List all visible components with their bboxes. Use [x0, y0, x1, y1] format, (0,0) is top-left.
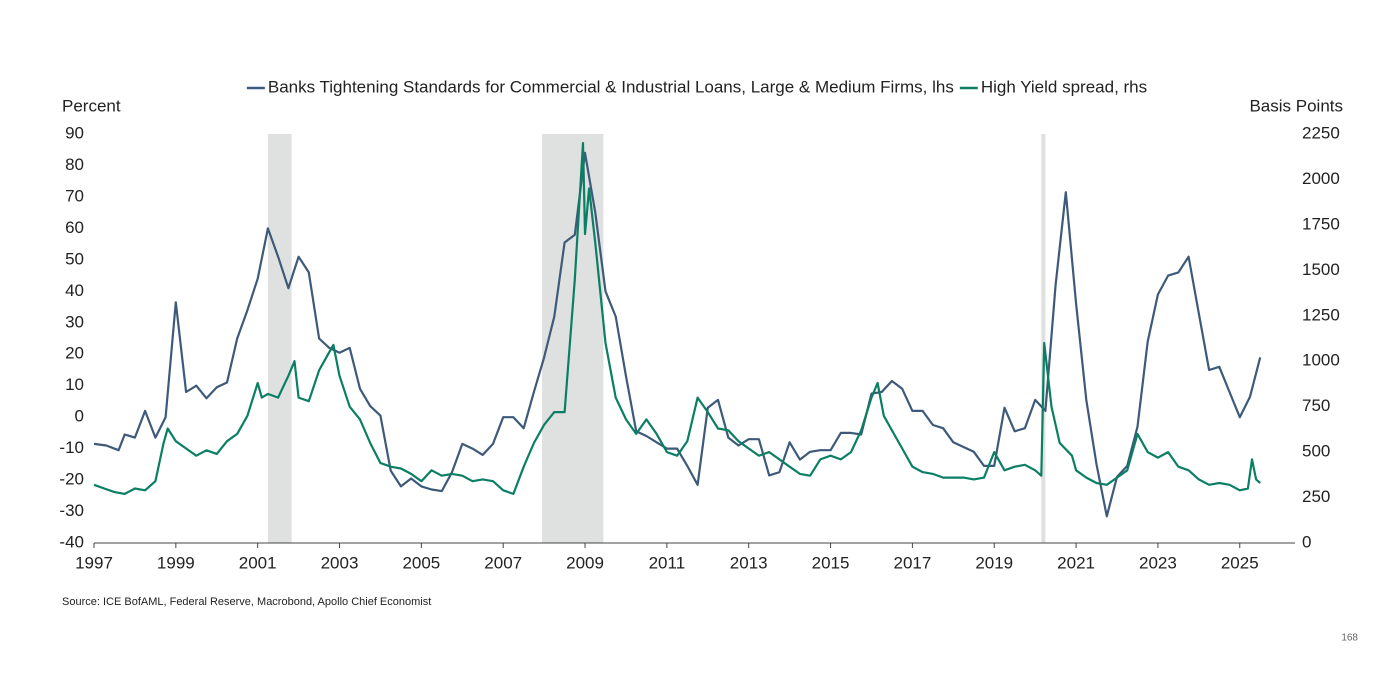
y-tick-label: 0 [75, 407, 84, 426]
x-tick-label: 2009 [566, 553, 604, 572]
x-tick-label: 1997 [75, 553, 113, 572]
y2-tick-label: 750 [1302, 396, 1330, 415]
y2-tick-label: 2250 [1302, 123, 1340, 142]
y-tick-label: 40 [65, 281, 84, 300]
x-tick-label: 2003 [321, 553, 359, 572]
legend-label: High Yield spread, rhs [981, 77, 1147, 96]
y-tick-label: 50 [65, 249, 84, 268]
y-tick-label: 60 [65, 218, 84, 237]
x-tick-label: 2025 [1221, 553, 1259, 572]
y-tick-label: 20 [65, 344, 84, 363]
series-line [93, 142, 1261, 495]
x-tick-label: 2011 [649, 553, 686, 572]
recession-band [542, 134, 604, 543]
y-tick-label: 70 [65, 186, 84, 205]
page-number: 168 [1341, 633, 1358, 644]
x-tick-label: 2019 [975, 553, 1013, 572]
x-tick-label: 2015 [812, 553, 850, 572]
y2-tick-label: 1250 [1302, 305, 1340, 324]
source: Source: ICE BofAML, Federal Reserve, Mac… [62, 596, 431, 608]
x-tick-label: 2017 [893, 553, 931, 572]
y2-tick-label: 250 [1302, 487, 1330, 506]
recession-band [267, 134, 292, 543]
recession-band [1041, 134, 1046, 543]
x-tick-label: 2013 [730, 553, 768, 572]
y-tick-label: -10 [59, 438, 84, 457]
x-tick-label: 2001 [239, 553, 277, 572]
y-tick-label: 30 [65, 312, 84, 331]
y-tick-label: 10 [65, 375, 84, 394]
x-tick-label: 2007 [484, 553, 522, 572]
y-axis-title: Percent [62, 96, 121, 115]
y-tick-label: -30 [59, 501, 84, 520]
y2-tick-label: 1000 [1302, 351, 1340, 370]
y-tick-label: 90 [65, 123, 84, 142]
x-tick-label: 2023 [1139, 553, 1177, 572]
y-tick-label: -20 [59, 470, 84, 489]
legend: Banks Tightening Standards for Commercia… [246, 77, 1147, 96]
x-tick-label: 1999 [157, 553, 195, 572]
y2-tick-label: 0 [1302, 532, 1311, 551]
x-tick-label: 2021 [1057, 553, 1095, 572]
legend-label: Banks Tightening Standards for Commercia… [268, 77, 954, 96]
y-tick-label: -40 [59, 532, 84, 551]
y2-tick-label: 2000 [1302, 169, 1340, 188]
series-line [93, 151, 1262, 518]
y2-tick-label: 1750 [1302, 214, 1340, 233]
y2-axis-title: Basis Points [1249, 96, 1343, 115]
y2-tick-label: 1500 [1302, 260, 1340, 279]
x-tick-label: 2005 [402, 553, 440, 572]
y-tick-label: 80 [65, 155, 84, 174]
y2-tick-label: 500 [1302, 442, 1330, 461]
